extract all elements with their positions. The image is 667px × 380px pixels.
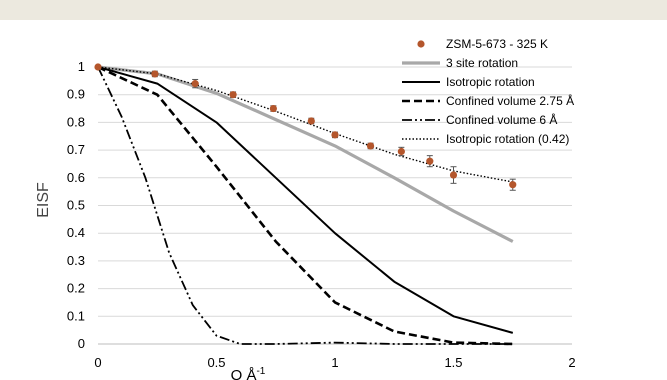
y-tick-9: 0.9 <box>67 87 85 102</box>
scatter-points <box>94 63 517 191</box>
y-axis-label: EISF <box>35 182 52 218</box>
data-point-1 <box>151 70 159 78</box>
data-point-11 <box>509 181 517 189</box>
y-tick-6: 0.6 <box>67 170 85 185</box>
x-axis-label: Q Å-1 <box>231 366 266 380</box>
x-tick-1: 0.5 <box>207 355 225 370</box>
legend: ZSM-5-673 - 325 K 3 site rotation Isotropi… <box>402 37 574 146</box>
y-tick-3: 0.3 <box>67 253 85 268</box>
legend-label-3: Confined volume 2.75 Å <box>446 93 574 108</box>
y-tick-2: 0.2 <box>67 281 85 296</box>
series-lines <box>97 65 514 346</box>
y-tick-labels: 0 0.1 0.2 0.3 0.4 0.5 0.6 0.7 0.8 0.9 1 <box>67 59 85 351</box>
x-tick-3: 1.5 <box>444 355 462 370</box>
series-line-4 <box>97 66 513 345</box>
legend-label-1: 3 site rotation <box>446 56 518 70</box>
grid-lines <box>98 66 572 345</box>
series-line-2 <box>97 66 514 334</box>
y-tick-5: 0.5 <box>67 198 85 213</box>
series-line-5 <box>97 66 513 183</box>
y-tick-1: 0.1 <box>67 308 85 323</box>
legend-label-2: Isotropic rotation <box>446 75 535 89</box>
y-tick-7: 0.7 <box>67 142 85 157</box>
x-axis-label-sup: -1 <box>256 366 265 377</box>
x-tick-labels: 0 0.5 1 1.5 2 <box>94 355 575 370</box>
data-point-6 <box>331 131 339 139</box>
data-point-2 <box>191 80 199 88</box>
top-banner <box>0 0 667 20</box>
legend-label-4: Confined volume 6 Å <box>446 112 557 127</box>
data-point-5 <box>307 117 315 125</box>
data-point-8 <box>397 147 405 156</box>
y-tick-4: 0.4 <box>67 225 85 240</box>
data-point-9 <box>426 157 434 165</box>
data-point-3 <box>229 91 237 99</box>
x-tick-4: 2 <box>568 355 575 370</box>
x-tick-2: 1 <box>331 355 338 370</box>
data-point-10 <box>449 171 458 179</box>
data-point-7 <box>366 142 375 150</box>
x-tick-0: 0 <box>94 355 101 370</box>
legend-label-5: Isotropic rotation (0.42) <box>446 132 569 146</box>
x-axis-label-main: Q Å <box>231 367 257 380</box>
y-tick-8: 0.8 <box>67 114 85 129</box>
legend-marker-0 <box>417 40 425 48</box>
y-tick-10: 1 <box>78 59 85 74</box>
y-tick-0: 0 <box>78 336 85 351</box>
data-point-4 <box>269 104 277 113</box>
data-point-0 <box>94 63 102 71</box>
legend-label-0: ZSM-5-673 - 325 K <box>446 37 548 51</box>
